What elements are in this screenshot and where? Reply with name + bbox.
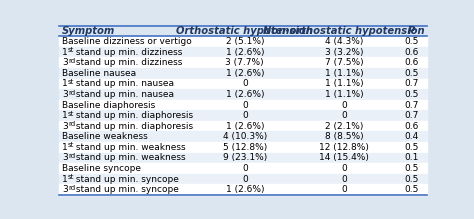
Text: Baseline nausea: Baseline nausea bbox=[62, 69, 137, 78]
Text: 0.7: 0.7 bbox=[405, 79, 419, 88]
Text: stand up min. syncope: stand up min. syncope bbox=[73, 175, 179, 184]
Text: rd: rd bbox=[68, 185, 75, 191]
Bar bbox=[59, 174, 427, 184]
Bar bbox=[59, 57, 427, 68]
Text: st: st bbox=[68, 174, 74, 180]
Text: 0: 0 bbox=[341, 111, 347, 120]
Text: 1 (1.1%): 1 (1.1%) bbox=[325, 79, 363, 88]
Text: 14 (15.4%): 14 (15.4%) bbox=[319, 153, 369, 162]
Text: 1 (2.6%): 1 (2.6%) bbox=[226, 122, 264, 131]
Text: st: st bbox=[68, 47, 74, 53]
Bar bbox=[59, 68, 427, 79]
Text: P: P bbox=[408, 26, 416, 36]
Text: stand up min. weakness: stand up min. weakness bbox=[73, 143, 185, 152]
Text: 0.6: 0.6 bbox=[405, 122, 419, 131]
Bar bbox=[59, 89, 427, 100]
Text: st: st bbox=[68, 142, 74, 148]
Text: 1 (2.6%): 1 (2.6%) bbox=[226, 48, 264, 57]
Text: 0.5: 0.5 bbox=[405, 90, 419, 99]
Text: 1 (2.6%): 1 (2.6%) bbox=[226, 90, 264, 99]
Text: 0: 0 bbox=[242, 101, 247, 110]
Text: stand up min. weakness: stand up min. weakness bbox=[73, 153, 185, 162]
Text: Orthostatic hypotension: Orthostatic hypotension bbox=[176, 26, 313, 36]
Text: 3: 3 bbox=[62, 122, 68, 131]
Text: 0.4: 0.4 bbox=[405, 132, 419, 141]
Text: 7 (7.5%): 7 (7.5%) bbox=[325, 58, 363, 67]
Text: 3: 3 bbox=[62, 185, 68, 194]
Text: 0: 0 bbox=[341, 185, 347, 194]
Text: 5 (12.8%): 5 (12.8%) bbox=[223, 143, 267, 152]
Text: stand up min. nausea: stand up min. nausea bbox=[73, 79, 173, 88]
Bar bbox=[59, 79, 427, 89]
Text: 2 (5.1%): 2 (5.1%) bbox=[226, 37, 264, 46]
Text: 1 (1.1%): 1 (1.1%) bbox=[325, 90, 363, 99]
Text: 4 (4.3%): 4 (4.3%) bbox=[325, 37, 363, 46]
Text: 0: 0 bbox=[341, 164, 347, 173]
Text: 1 (2.6%): 1 (2.6%) bbox=[226, 185, 264, 194]
Text: rd: rd bbox=[68, 90, 75, 95]
Text: 0.5: 0.5 bbox=[405, 185, 419, 194]
Text: 0.6: 0.6 bbox=[405, 58, 419, 67]
Bar bbox=[59, 121, 427, 131]
Text: 0.7: 0.7 bbox=[405, 101, 419, 110]
Bar bbox=[59, 131, 427, 142]
Text: 1: 1 bbox=[62, 48, 68, 57]
Text: 4 (10.3%): 4 (10.3%) bbox=[223, 132, 267, 141]
Bar bbox=[59, 163, 427, 174]
Text: stand up min. dizziness: stand up min. dizziness bbox=[73, 58, 182, 67]
Text: 1: 1 bbox=[62, 143, 68, 152]
Text: 9 (23.1%): 9 (23.1%) bbox=[223, 153, 267, 162]
Text: 0: 0 bbox=[242, 164, 247, 173]
Text: stand up min. syncope: stand up min. syncope bbox=[73, 185, 179, 194]
Bar bbox=[59, 47, 427, 57]
Text: 0: 0 bbox=[341, 175, 347, 184]
Text: 0.5: 0.5 bbox=[405, 69, 419, 78]
Text: stand up min. dizziness: stand up min. dizziness bbox=[73, 48, 182, 57]
Text: 3: 3 bbox=[62, 58, 68, 67]
Text: 0.5: 0.5 bbox=[405, 175, 419, 184]
Text: 8 (8.5%): 8 (8.5%) bbox=[325, 132, 363, 141]
Bar bbox=[59, 153, 427, 163]
Text: 0.7: 0.7 bbox=[405, 111, 419, 120]
Text: 0.6: 0.6 bbox=[405, 48, 419, 57]
Text: st: st bbox=[68, 111, 74, 117]
Text: rd: rd bbox=[68, 58, 75, 64]
Text: 1 (2.6%): 1 (2.6%) bbox=[226, 69, 264, 78]
Text: st: st bbox=[68, 79, 74, 85]
Text: Baseline dizziness or vertigo: Baseline dizziness or vertigo bbox=[62, 37, 192, 46]
Bar bbox=[59, 100, 427, 110]
Text: 0: 0 bbox=[341, 101, 347, 110]
Text: 1 (1.1%): 1 (1.1%) bbox=[325, 69, 363, 78]
Bar bbox=[59, 184, 427, 195]
Text: 3: 3 bbox=[62, 153, 68, 162]
Text: Baseline weakness: Baseline weakness bbox=[62, 132, 148, 141]
Text: 0.5: 0.5 bbox=[405, 164, 419, 173]
Text: stand up min. diaphoresis: stand up min. diaphoresis bbox=[73, 111, 193, 120]
Text: 3 (3.2%): 3 (3.2%) bbox=[325, 48, 363, 57]
Text: 3 (7.7%): 3 (7.7%) bbox=[226, 58, 264, 67]
Text: 2 (2.1%): 2 (2.1%) bbox=[325, 122, 363, 131]
Text: 1: 1 bbox=[62, 79, 68, 88]
Text: Non-orthostatic hypotension: Non-orthostatic hypotension bbox=[263, 26, 425, 36]
Text: 0: 0 bbox=[242, 79, 247, 88]
Text: Symptom: Symptom bbox=[62, 26, 116, 36]
Text: Baseline syncope: Baseline syncope bbox=[62, 164, 141, 173]
Bar bbox=[59, 142, 427, 153]
Text: 12 (12.8%): 12 (12.8%) bbox=[319, 143, 369, 152]
Text: 1: 1 bbox=[62, 111, 68, 120]
Text: 0.1: 0.1 bbox=[405, 153, 419, 162]
Bar bbox=[59, 36, 427, 47]
Text: 0: 0 bbox=[242, 111, 247, 120]
Text: rd: rd bbox=[68, 153, 75, 159]
Text: 0: 0 bbox=[242, 175, 247, 184]
Text: rd: rd bbox=[68, 121, 75, 127]
Bar bbox=[59, 110, 427, 121]
Text: stand up min. nausea: stand up min. nausea bbox=[73, 90, 173, 99]
Text: Baseline diaphoresis: Baseline diaphoresis bbox=[62, 101, 155, 110]
Text: stand up min. diaphoresis: stand up min. diaphoresis bbox=[73, 122, 193, 131]
Text: 0.5: 0.5 bbox=[405, 143, 419, 152]
Text: 0.5: 0.5 bbox=[405, 37, 419, 46]
Text: 3: 3 bbox=[62, 90, 68, 99]
Text: 1: 1 bbox=[62, 175, 68, 184]
